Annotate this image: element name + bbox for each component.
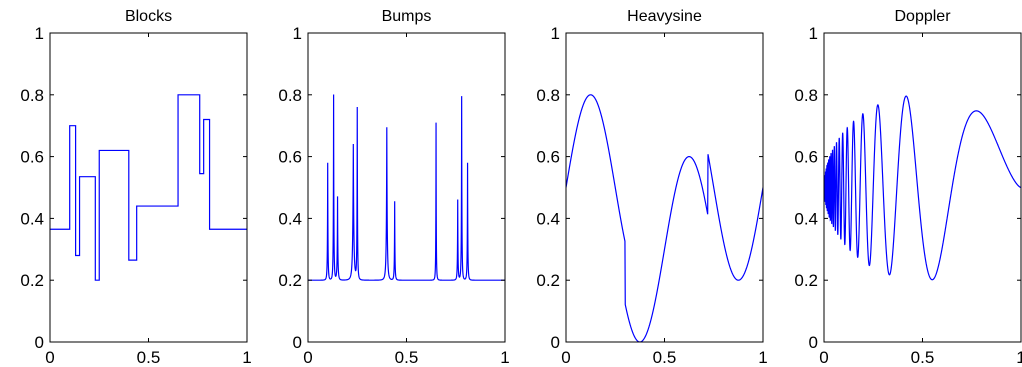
- bumps-xtick-label: 0: [303, 348, 312, 367]
- heavysine-ytick-label: 1: [551, 24, 560, 43]
- heavysine-axes-box: [565, 32, 764, 343]
- doppler-xtick-label: 0.5: [911, 348, 935, 367]
- bumps-ytick-label: 1: [293, 24, 302, 43]
- doppler-series-line: [824, 95, 1021, 281]
- blocks-ytick-label: 0.2: [20, 271, 44, 290]
- doppler-ytick-label: 0: [809, 333, 818, 352]
- heavysine-title: Heavysine: [627, 8, 702, 25]
- blocks-xtick-label: 0.5: [137, 348, 161, 367]
- heavysine-ytick-label: 0: [551, 333, 560, 352]
- heavysine-xtick-label: 1: [758, 348, 767, 367]
- doppler-xtick-label: 0: [819, 348, 828, 367]
- heavysine-ytick-label: 0.8: [536, 86, 560, 105]
- bumps-ytick-label: 0: [293, 333, 302, 352]
- blocks-xtick-label: 0: [45, 348, 54, 367]
- doppler-ytick-label: 0.8: [794, 86, 818, 105]
- blocks-panel: 0 0.2 0.4 0.6 0.8 1 0 0.5 1 Blocks: [20, 8, 251, 367]
- blocks-ytick-label: 0: [35, 333, 44, 352]
- heavysine-xtick-label: 0.5: [653, 348, 677, 367]
- heavysine-ytick-label: 0.4: [536, 209, 560, 228]
- doppler-title: Doppler: [894, 8, 951, 25]
- doppler-ytick-label: 0.6: [794, 148, 818, 167]
- blocks-title: Blocks: [125, 8, 172, 25]
- bumps-ytick-label: 0.2: [278, 271, 302, 290]
- bumps-axes-box: [307, 32, 506, 343]
- doppler-panel: 0 0.2 0.4 0.6 0.8 1 0 0.5 1 Doppler: [794, 8, 1022, 367]
- heavysine-series-line: [566, 94, 763, 342]
- bumps-ytick-label: 0.8: [278, 86, 302, 105]
- bumps-ytick-label: 0.6: [278, 148, 302, 167]
- bumps-panel: 0 0.2 0.4 0.6 0.8 1 0 0.5 1 Bumps: [278, 8, 509, 367]
- heavysine-xtick-label: 0: [561, 348, 570, 367]
- bumps-xtick-label: 0.5: [395, 348, 419, 367]
- doppler-ytick-label: 0.4: [794, 209, 818, 228]
- blocks-ytick-label: 1: [35, 24, 44, 43]
- bumps-title: Bumps: [382, 8, 432, 25]
- bumps-xtick-label: 1: [500, 348, 509, 367]
- blocks-ytick-label: 0.4: [20, 209, 44, 228]
- blocks-ytick-label: 0.6: [20, 148, 44, 167]
- heavysine-panel: 0 0.2 0.4 0.6 0.8 1 0 0.5 1 Heavysine: [536, 8, 767, 367]
- bumps-ytick-label: 0.4: [278, 209, 302, 228]
- doppler-ytick-label: 1: [809, 24, 818, 43]
- doppler-axes-box: [823, 32, 1022, 343]
- doppler-ytick-label: 0.2: [794, 271, 818, 290]
- blocks-xtick-label: 1: [242, 348, 251, 367]
- bumps-series-line: [308, 94, 505, 281]
- heavysine-ytick-label: 0.6: [536, 148, 560, 167]
- doppler-xtick-label: 1: [1016, 348, 1022, 367]
- heavysine-ytick-label: 0.2: [536, 271, 560, 290]
- blocks-ytick-label: 0.8: [20, 86, 44, 105]
- blocks-series-line: [50, 94, 247, 281]
